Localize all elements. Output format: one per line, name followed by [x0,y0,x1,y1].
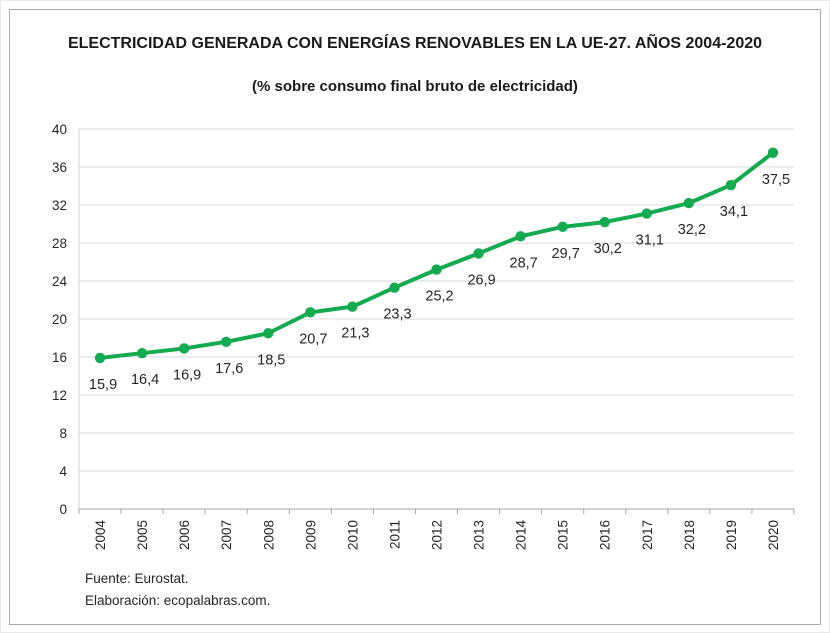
data-points [94,147,779,364]
source-line: Fuente: Eurostat. [85,571,189,586]
x-axis-labels: 2004 2005 2006 2007 2008 2009 2010 2011 2012 2013… [93,520,781,551]
svg-text:0: 0 [59,502,67,517]
svg-text:31,1: 31,1 [636,233,664,249]
data-labels: 15,9 16,4 16,9 17,6 18,5 20,7 21,3 23,3 25,2 26,9… [89,172,790,393]
svg-text:32,2: 32,2 [678,222,706,238]
svg-text:23,3: 23,3 [383,307,411,323]
svg-text:28: 28 [52,236,67,251]
chart-title: ELECTRICIDAD GENERADA CON ENERGÍAS RENOV… [67,35,763,52]
svg-text:40: 40 [52,122,67,137]
svg-text:25,2: 25,2 [425,289,453,305]
svg-text:16: 16 [52,350,67,365]
svg-text:34,1: 34,1 [720,204,748,220]
svg-text:12: 12 [52,388,67,403]
svg-text:18,5: 18,5 [257,352,285,368]
svg-text:16,9: 16,9 [173,367,201,383]
svg-text:2012: 2012 [430,520,445,550]
svg-text:8: 8 [59,426,67,441]
svg-text:2017: 2017 [640,520,655,550]
svg-text:32: 32 [52,198,67,213]
svg-text:28,7: 28,7 [510,255,538,271]
svg-text:24: 24 [52,274,68,289]
svg-text:2020: 2020 [766,520,781,550]
svg-text:2007: 2007 [219,520,234,550]
svg-text:16,4: 16,4 [131,372,159,388]
axis-ticks [78,509,795,514]
source-note: Fuente: Eurostat. Elaboración: ecopalabr… [85,568,270,612]
y-axis-labels: 0 4 8 12 16 20 24 28 32 36 40 [52,122,68,517]
svg-text:21,3: 21,3 [341,326,369,342]
svg-text:20: 20 [52,312,67,327]
axis-lines [78,129,794,510]
svg-text:30,2: 30,2 [594,241,622,257]
series [98,150,775,360]
svg-text:2006: 2006 [177,520,192,550]
svg-text:2010: 2010 [345,520,360,550]
svg-text:2016: 2016 [598,520,613,550]
svg-text:2015: 2015 [556,520,571,550]
svg-text:2005: 2005 [135,520,150,550]
svg-text:2013: 2013 [472,520,487,550]
chart-subtitle: (% sobre consumo final bruto de electric… [252,78,578,95]
svg-text:4: 4 [59,464,67,479]
svg-text:2004: 2004 [93,520,108,551]
svg-text:2009: 2009 [303,520,318,550]
svg-text:20,7: 20,7 [299,331,327,347]
svg-text:36: 36 [52,160,67,175]
svg-text:2018: 2018 [682,520,697,550]
svg-text:2011: 2011 [387,520,402,549]
credit-line: Elaboración: ecopalabras.com. [85,593,271,608]
svg-text:2008: 2008 [261,520,276,550]
svg-text:26,9: 26,9 [467,272,495,288]
svg-text:2019: 2019 [724,520,739,550]
svg-text:37,5: 37,5 [762,172,790,188]
svg-text:29,7: 29,7 [552,246,580,262]
svg-text:2014: 2014 [514,520,529,551]
svg-text:17,6: 17,6 [215,361,243,377]
svg-text:15,9: 15,9 [89,377,117,393]
